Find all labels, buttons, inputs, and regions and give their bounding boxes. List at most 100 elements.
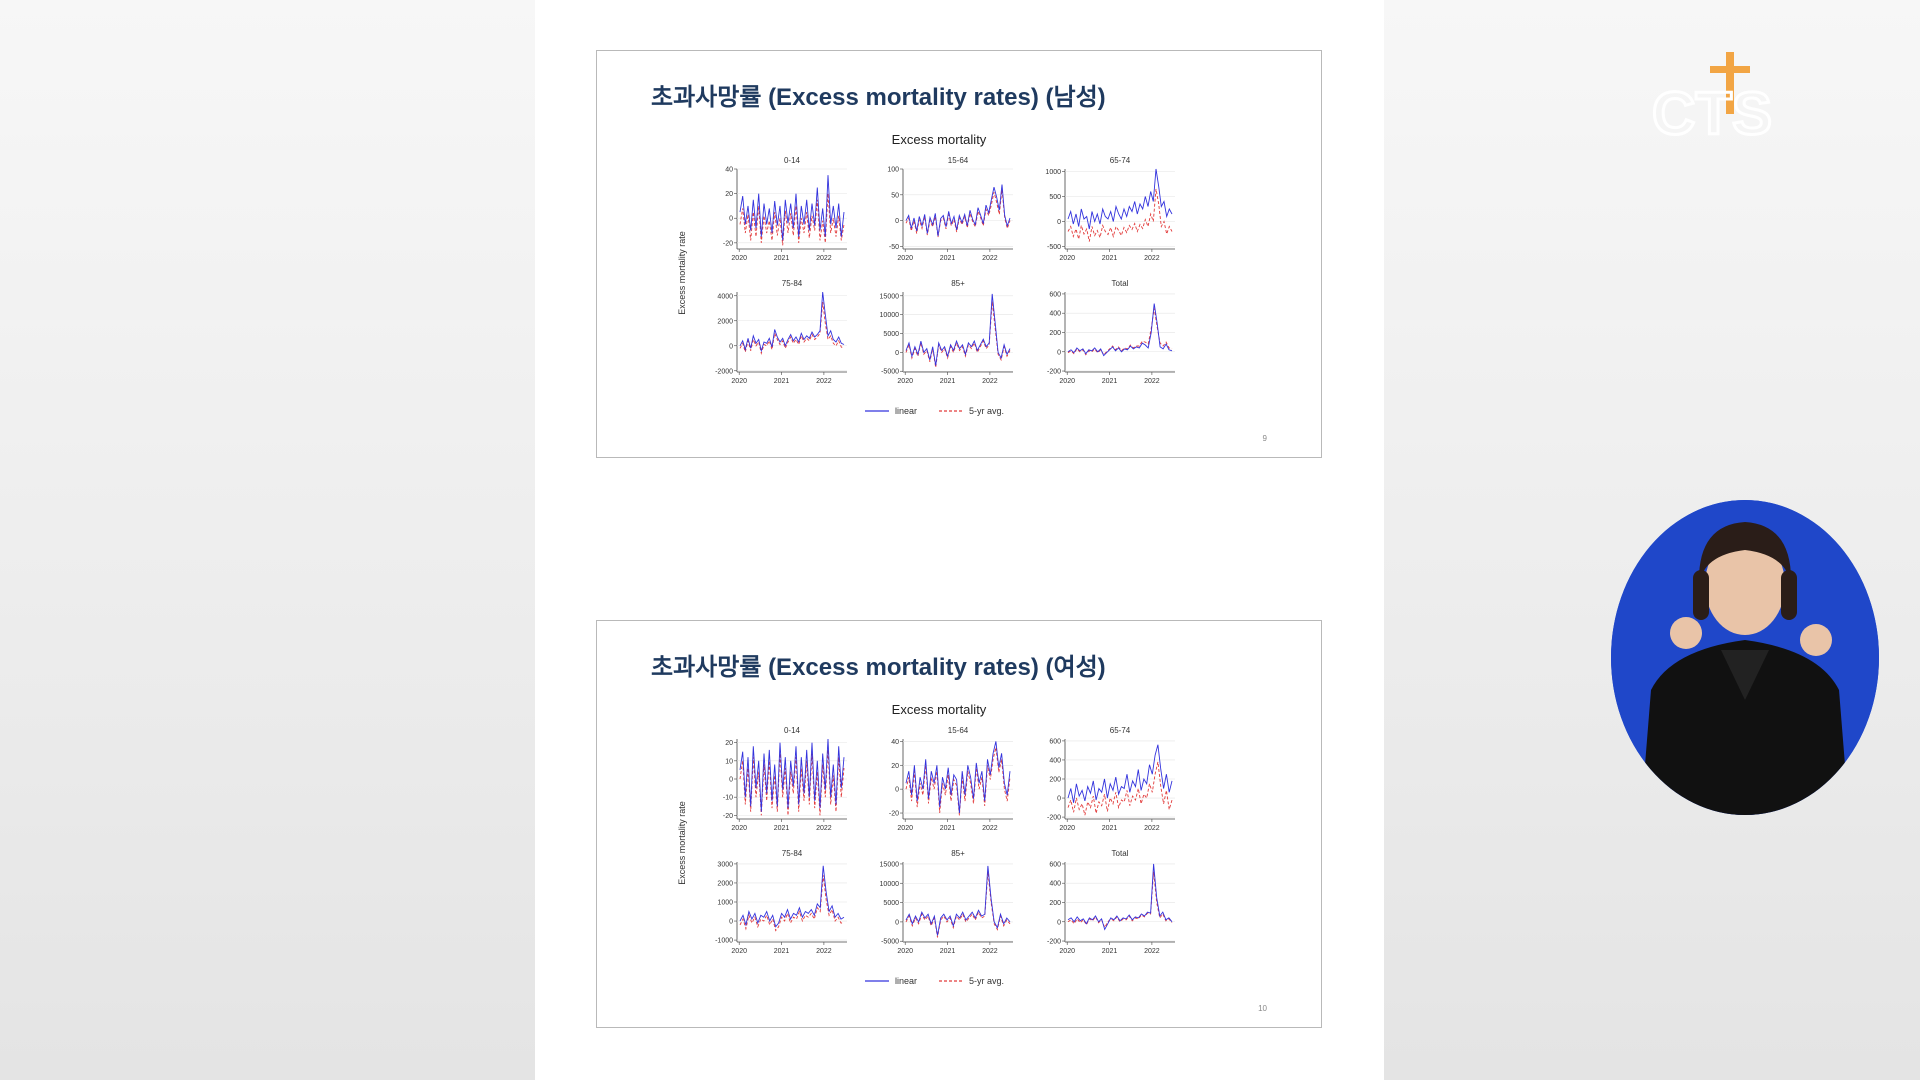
panel-title: 85+ [951, 279, 965, 288]
y-tick-label: 5000 [883, 331, 899, 338]
y-tick-label: 200 [1049, 777, 1061, 784]
panel-85+: 85+ 15000 10000 5000 0 -5000 2020 2021 2022 [880, 849, 1013, 955]
series-5yr-avg-line [1067, 871, 1173, 929]
y-tick-label: 0 [895, 787, 899, 794]
x-tick-label: 2022 [1144, 825, 1160, 832]
panel-75-84: 75-84 3000 2000 1000 0 -1000 2020 2021 2022 [715, 849, 847, 955]
y-tick-label: 20 [891, 763, 899, 770]
y-tick-label: 50 [891, 192, 899, 199]
y-axis-label: Excess mortality rate [677, 801, 687, 885]
x-tick-label: 2020 [731, 378, 747, 385]
background-left [0, 0, 535, 1080]
series-linear-line [905, 293, 1011, 366]
excess-mortality-figure-male: Excess mortality Excess mortality rate 0-1… [677, 132, 1175, 416]
x-tick-label: 2020 [1059, 378, 1075, 385]
page-number: 9 [1262, 434, 1267, 443]
y-tick-label: -1000 [715, 938, 733, 945]
y-tick-label: -200 [1047, 815, 1061, 822]
slide-female: 초과사망률 (Excess mortality rates) (여성) Exce… [596, 620, 1322, 1028]
x-tick-label: 2020 [731, 255, 747, 262]
y-tick-label: 0 [1057, 796, 1061, 803]
legend-label-linear: linear [895, 976, 917, 986]
panel-75-84: 75-84 4000 2000 0 -2000 2020 2021 2022 [715, 279, 847, 385]
y-tick-label: -10 [723, 795, 733, 802]
y-tick-label: -20 [889, 811, 899, 818]
x-tick-label: 2022 [816, 255, 832, 262]
series-linear-line [1067, 744, 1173, 803]
y-tick-label: 0 [895, 350, 899, 357]
x-tick-label: 2021 [1102, 255, 1118, 262]
y-tick-label: 40 [725, 167, 733, 174]
y-tick-label: -200 [1047, 939, 1061, 946]
sign-language-interpreter [1611, 500, 1879, 815]
y-tick-label: 0 [895, 218, 899, 225]
y-tick-label: 2000 [717, 318, 733, 325]
series-linear-line [739, 865, 845, 928]
series-linear-line [739, 175, 845, 241]
panel-title: 15-64 [948, 726, 969, 735]
panel-title: Total [1112, 279, 1129, 288]
panel-Total: Total 600 400 200 0 -200 2020 2021 2022 [1047, 279, 1175, 385]
panel-15-64: 15-64 40 20 0 -20 2020 2021 2022 [889, 726, 1013, 832]
x-tick-label: 2022 [1144, 255, 1160, 262]
y-tick-label: -5000 [881, 369, 899, 376]
logo-text: CTS [1652, 80, 1772, 140]
legend-label-linear: linear [895, 406, 917, 416]
x-tick-label: 2022 [982, 825, 998, 832]
y-tick-label: 0 [729, 777, 733, 784]
y-tick-label: 3000 [717, 861, 733, 868]
panel-85+: 85+ 15000 10000 5000 0 -5000 2020 2021 2022 [880, 279, 1013, 385]
y-tick-label: 5000 [883, 900, 899, 907]
cts-logo: CTS [1651, 52, 1784, 149]
panel-title: 75-84 [782, 849, 803, 858]
x-tick-label: 2020 [1059, 825, 1075, 832]
y-tick-label: -500 [1047, 244, 1061, 251]
x-tick-label: 2022 [816, 948, 832, 955]
y-tick-label: 10 [725, 758, 733, 765]
y-tick-label: 1000 [1045, 169, 1061, 176]
y-tick-label: -50 [889, 244, 899, 251]
y-tick-label: 4000 [717, 293, 733, 300]
x-tick-label: 2020 [897, 948, 913, 955]
y-axis-label: Excess mortality rate [677, 231, 687, 315]
panel-65-74: 65-74 1000 500 0 -500 2020 2021 2022 [1045, 156, 1175, 262]
x-tick-label: 2021 [774, 255, 790, 262]
panel-15-64: 15-64 100 50 0 -50 2020 2021 2022 [887, 156, 1013, 262]
y-tick-label: 200 [1049, 900, 1061, 907]
series-linear-line [1067, 303, 1173, 357]
series-linear-line [905, 184, 1011, 237]
x-tick-label: 2021 [1102, 948, 1118, 955]
series-linear-line [905, 865, 1011, 936]
y-tick-label: -2000 [715, 368, 733, 375]
panel-0-14: 0-14 40 20 0 -20 2020 2021 2022 [723, 156, 847, 262]
background-right [1384, 0, 1920, 1080]
series-5yr-avg-line [739, 875, 844, 932]
panel-Total: Total 600 400 200 0 -200 2020 2021 2022 [1047, 849, 1175, 955]
y-tick-label: 20 [725, 191, 733, 198]
x-tick-label: 2022 [1144, 948, 1160, 955]
series-5yr-avg-line [905, 747, 1011, 816]
series-5yr-avg-line [905, 871, 1011, 938]
series-linear-line [739, 738, 845, 812]
x-tick-label: 2020 [897, 825, 913, 832]
x-tick-label: 2020 [897, 255, 913, 262]
y-tick-label: 0 [895, 919, 899, 926]
y-tick-label: 500 [1049, 194, 1061, 201]
series-linear-line [739, 291, 845, 353]
y-tick-label: 0 [729, 919, 733, 926]
series-linear-line [1067, 168, 1173, 230]
series-linear-line [905, 741, 1011, 814]
y-tick-label: 1000 [717, 900, 733, 907]
y-tick-label: 200 [1049, 330, 1061, 337]
y-tick-label: 600 [1049, 861, 1061, 868]
y-tick-label: -5000 [881, 939, 899, 946]
figure-title: Excess mortality [892, 702, 987, 717]
slide-male: 초과사망률 (Excess mortality rates) (남성) Exce… [596, 50, 1322, 458]
panel-65-74: 65-74 600 400 200 0 -200 2020 2021 2022 [1047, 726, 1175, 832]
series-5yr-avg-line [739, 301, 845, 356]
x-tick-label: 2020 [731, 948, 747, 955]
x-tick-label: 2021 [940, 825, 956, 832]
panel-title: 65-74 [1110, 156, 1131, 165]
y-tick-label: 0 [1057, 919, 1061, 926]
y-tick-label: 10000 [880, 881, 900, 888]
